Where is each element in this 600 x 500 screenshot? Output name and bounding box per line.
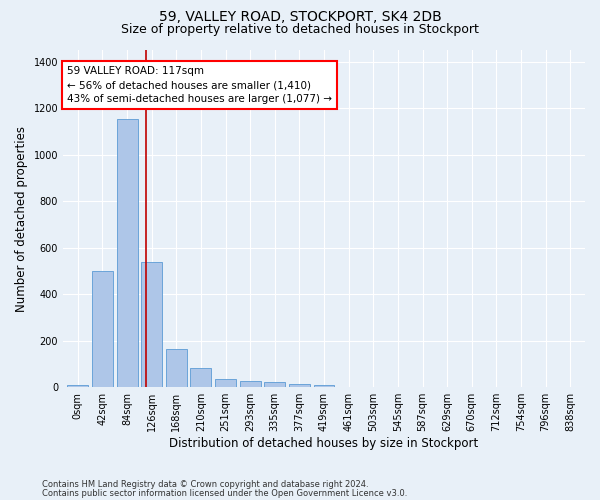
Bar xyxy=(289,384,310,387)
Text: 59, VALLEY ROAD, STOCKPORT, SK4 2DB: 59, VALLEY ROAD, STOCKPORT, SK4 2DB xyxy=(158,10,442,24)
Bar xyxy=(239,380,260,387)
Text: Size of property relative to detached houses in Stockport: Size of property relative to detached ho… xyxy=(121,22,479,36)
Bar xyxy=(314,385,334,387)
Bar xyxy=(92,271,113,387)
Text: 59 VALLEY ROAD: 117sqm
← 56% of detached houses are smaller (1,410)
43% of semi-: 59 VALLEY ROAD: 117sqm ← 56% of detached… xyxy=(67,66,332,104)
Bar xyxy=(141,262,162,387)
X-axis label: Distribution of detached houses by size in Stockport: Distribution of detached houses by size … xyxy=(169,437,479,450)
Text: Contains public sector information licensed under the Open Government Licence v3: Contains public sector information licen… xyxy=(42,489,407,498)
Bar xyxy=(190,368,211,387)
Y-axis label: Number of detached properties: Number of detached properties xyxy=(15,126,28,312)
Bar xyxy=(116,118,137,387)
Bar xyxy=(67,385,88,387)
Bar xyxy=(215,379,236,387)
Bar xyxy=(265,382,285,387)
Bar xyxy=(166,350,187,387)
Text: Contains HM Land Registry data © Crown copyright and database right 2024.: Contains HM Land Registry data © Crown c… xyxy=(42,480,368,489)
